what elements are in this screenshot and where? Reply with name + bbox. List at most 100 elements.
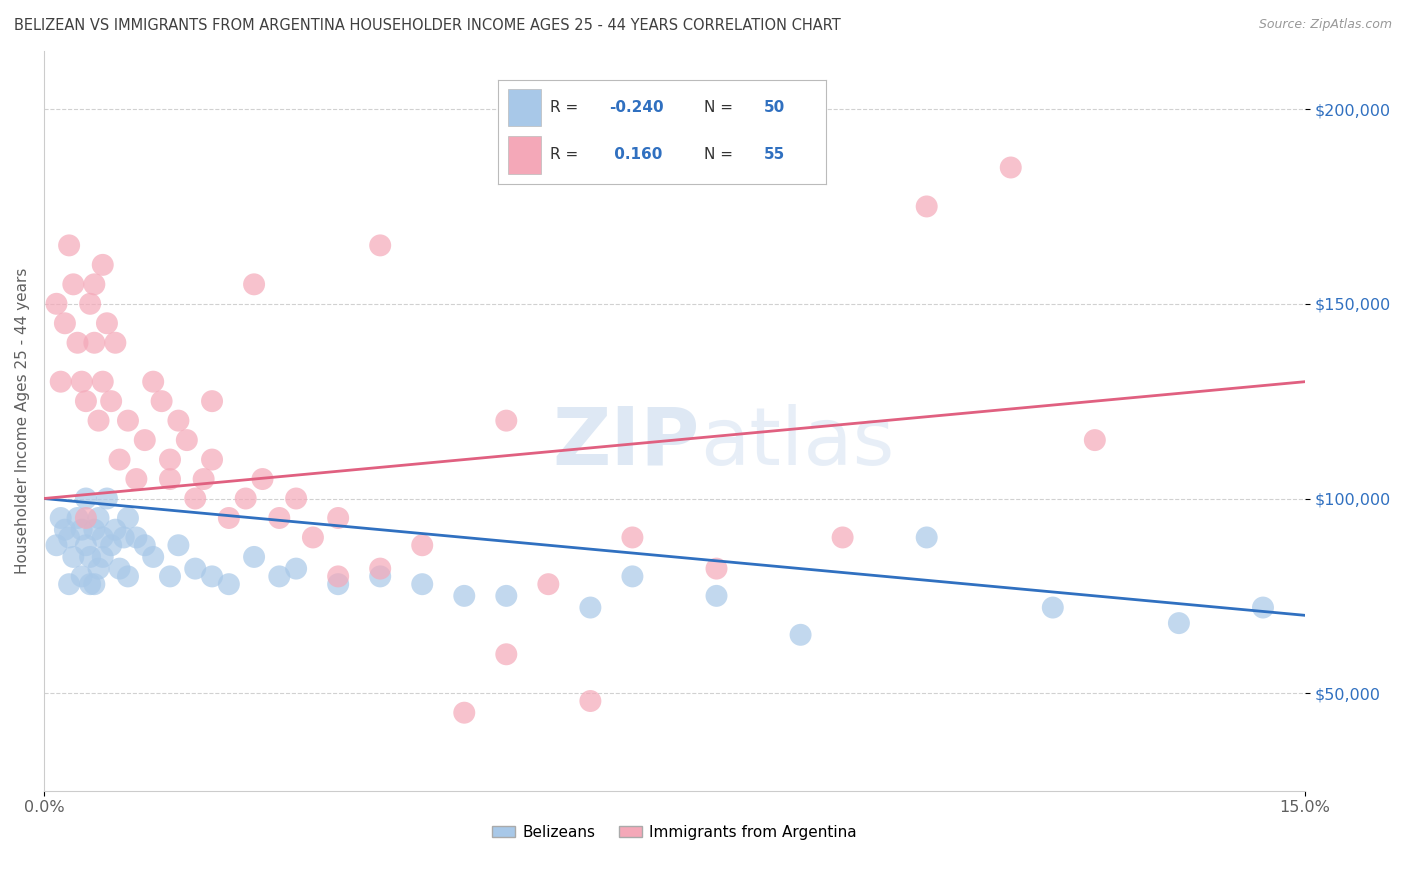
Point (45, 297, 67, 311)
Point (579, 694, 602, 708)
Point (142, 375, 165, 389)
Point (150, 394, 173, 409)
Text: ZIP: ZIP (553, 404, 700, 482)
Point (83, 277, 105, 292)
Point (184, 561, 207, 575)
Point (411, 538, 433, 552)
Point (83, 523, 105, 537)
Point (70, 375, 93, 389)
Point (125, 472, 148, 486)
Point (100, 538, 122, 552)
Point (176, 433, 198, 447)
Point (100, 394, 122, 409)
Point (104, 523, 127, 537)
Point (58, 531, 80, 545)
Point (1167, 616, 1189, 631)
Point (269, 569, 291, 583)
Point (915, 199, 938, 213)
Point (91, 549, 114, 564)
Point (104, 335, 127, 350)
Point (411, 577, 433, 591)
Point (96, 316, 118, 330)
Point (201, 394, 224, 409)
Point (87, 511, 110, 525)
Point (96, 491, 118, 506)
Point (91, 531, 114, 545)
Point (218, 577, 240, 591)
Point (70, 523, 93, 537)
Point (159, 472, 181, 486)
Text: Source: ZipAtlas.com: Source: ZipAtlas.com (1258, 18, 1392, 31)
Point (495, 414, 517, 428)
Point (62, 549, 84, 564)
Point (915, 531, 938, 545)
Point (706, 561, 728, 575)
Point (125, 531, 148, 545)
Point (70, 569, 93, 583)
Point (579, 600, 602, 615)
Point (49, 375, 72, 389)
Point (75, 491, 97, 506)
Point (328, 577, 350, 591)
Y-axis label: Householder Income Ages 25 - 44 years: Householder Income Ages 25 - 44 years (15, 268, 30, 574)
Point (58, 577, 80, 591)
Legend: Belizeans, Immigrants from Argentina: Belizeans, Immigrants from Argentina (486, 819, 863, 846)
Point (368, 561, 391, 575)
Point (453, 706, 475, 720)
Point (243, 549, 266, 564)
Point (83, 335, 105, 350)
Text: BELIZEAN VS IMMIGRANTS FROM ARGENTINA HOUSEHOLDER INCOME AGES 25 - 44 YEARS CORR: BELIZEAN VS IMMIGRANTS FROM ARGENTINA HO… (14, 18, 841, 33)
Point (83, 577, 105, 591)
Point (108, 561, 131, 575)
Point (58, 238, 80, 252)
Point (1000, 161, 1022, 175)
Point (302, 531, 325, 545)
Point (243, 277, 266, 292)
Point (328, 569, 350, 583)
Point (134, 538, 156, 552)
Point (75, 394, 97, 409)
Point (75, 538, 97, 552)
Point (328, 511, 350, 525)
Point (201, 569, 224, 583)
Point (87, 561, 110, 575)
Point (235, 491, 257, 506)
Point (537, 577, 560, 591)
Point (495, 647, 517, 661)
Point (201, 452, 224, 467)
Point (831, 531, 853, 545)
Point (62, 277, 84, 292)
Point (167, 538, 190, 552)
Point (53, 316, 76, 330)
Point (87, 414, 110, 428)
Point (49, 511, 72, 525)
Point (495, 589, 517, 603)
Point (79, 297, 101, 311)
Point (167, 414, 190, 428)
Point (79, 577, 101, 591)
Point (117, 569, 139, 583)
Point (53, 523, 76, 537)
Point (789, 628, 811, 642)
Point (45, 538, 67, 552)
Point (621, 569, 644, 583)
Point (285, 491, 308, 506)
Point (117, 414, 139, 428)
Point (193, 472, 215, 486)
Point (706, 589, 728, 603)
Point (112, 531, 135, 545)
Point (1084, 433, 1107, 447)
Point (252, 472, 274, 486)
Point (117, 511, 139, 525)
Point (621, 531, 644, 545)
Point (285, 561, 308, 575)
Point (91, 258, 114, 272)
Text: atlas: atlas (700, 404, 894, 482)
Point (218, 511, 240, 525)
Point (159, 452, 181, 467)
Point (142, 549, 165, 564)
Point (453, 589, 475, 603)
Point (66, 335, 89, 350)
Point (1042, 600, 1064, 615)
Point (1251, 600, 1274, 615)
